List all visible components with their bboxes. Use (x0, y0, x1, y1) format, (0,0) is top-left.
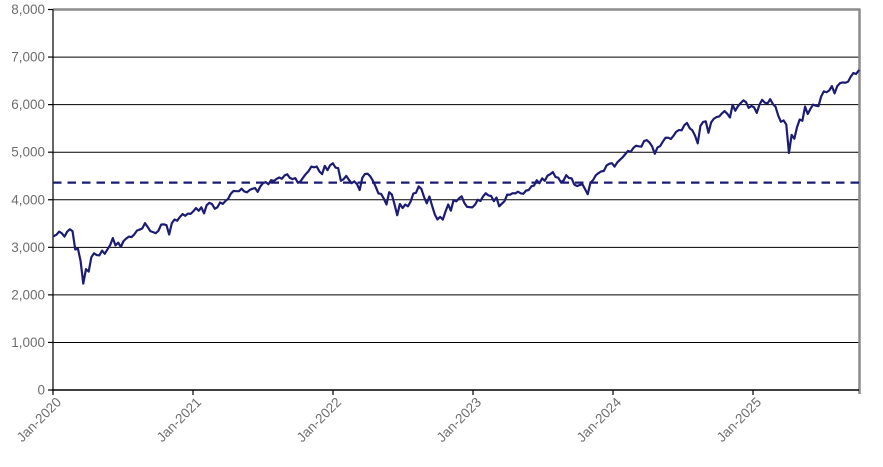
price-series-line (52, 69, 860, 285)
x-axis-label: Jan-2025 (714, 395, 764, 445)
x-axis-label: Jan-2024 (574, 394, 625, 445)
y-axis-label: 6,000 (11, 97, 45, 112)
y-axis-label: 3,000 (11, 240, 45, 255)
y-axis-labels: 0 1,000 2,000 3,000 4,000 5,000 6,000 7,000 8,00… (11, 2, 45, 398)
y-axis-label: 2,000 (11, 287, 45, 302)
y-axis-label: 4,000 (11, 192, 45, 207)
x-axis-labels: Jan-2020 Jan-2021 Jan-2022 Jan-2023 Jan-2024… (14, 394, 764, 445)
y-axis-label: 1,000 (11, 335, 45, 350)
x-axis-label: Jan-2022 (294, 395, 344, 445)
gridlines (53, 56, 859, 343)
y-axis-label: 7,000 (11, 50, 45, 65)
y-axis-ticks (48, 8, 53, 391)
y-axis-label: 0 (37, 383, 45, 398)
x-axis-label: Jan-2021 (154, 395, 204, 445)
x-axis-ticks (52, 390, 754, 395)
x-axis-label: Jan-2020 (14, 395, 64, 445)
y-axis-label: 5,000 (11, 145, 45, 160)
y-axis-label: 8,000 (11, 2, 45, 17)
x-axis-label: Jan-2023 (434, 395, 484, 445)
